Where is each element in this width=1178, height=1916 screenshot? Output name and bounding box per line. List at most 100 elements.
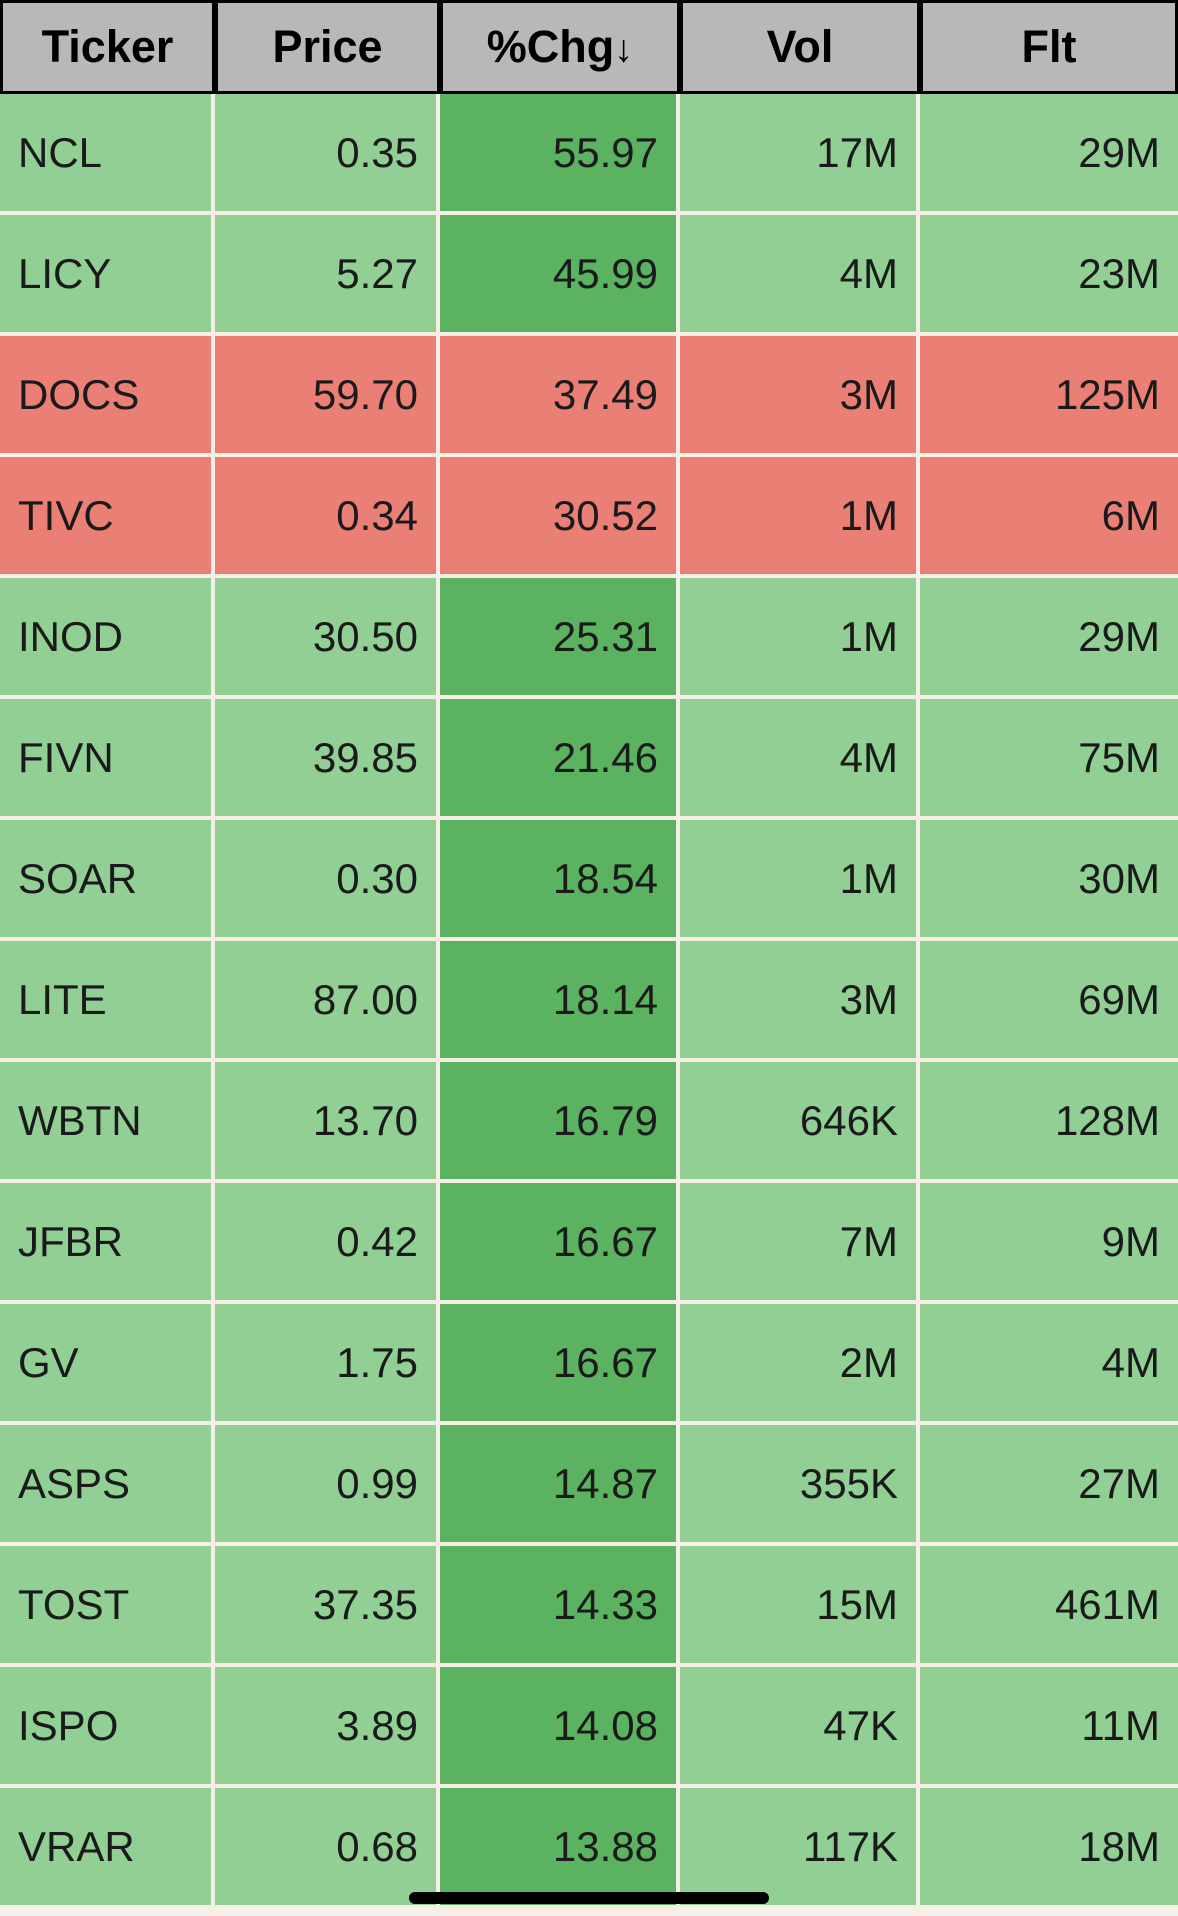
cell-price: 30.50 bbox=[215, 578, 440, 699]
cell-chg: 25.31 bbox=[440, 578, 680, 699]
cell-ticker: LITE bbox=[0, 941, 215, 1062]
home-indicator[interactable] bbox=[409, 1892, 769, 1904]
stock-table: Ticker Price %Chg↓ Vol Flt NCL0.3555.971… bbox=[0, 0, 1178, 1909]
cell-flt: 30M bbox=[920, 820, 1178, 941]
table-row[interactable]: ISPO3.8914.0847K11M bbox=[0, 1667, 1178, 1788]
cell-flt: 29M bbox=[920, 578, 1178, 699]
cell-ticker: SOAR bbox=[0, 820, 215, 941]
col-header-ticker[interactable]: Ticker bbox=[0, 0, 215, 94]
table-row[interactable]: JFBR0.4216.677M9M bbox=[0, 1183, 1178, 1304]
table-row[interactable]: INOD30.5025.311M29M bbox=[0, 578, 1178, 699]
cell-chg: 16.79 bbox=[440, 1062, 680, 1183]
cell-vol: 1M bbox=[680, 820, 920, 941]
table-row[interactable]: FIVN39.8521.464M75M bbox=[0, 699, 1178, 820]
cell-price: 13.70 bbox=[215, 1062, 440, 1183]
cell-chg: 21.46 bbox=[440, 699, 680, 820]
table-row[interactable]: LICY5.2745.994M23M bbox=[0, 215, 1178, 336]
cell-price: 3.89 bbox=[215, 1667, 440, 1788]
table-row[interactable]: GV1.7516.672M4M bbox=[0, 1304, 1178, 1425]
cell-chg: 14.87 bbox=[440, 1425, 680, 1546]
cell-flt: 9M bbox=[920, 1183, 1178, 1304]
cell-flt: 125M bbox=[920, 336, 1178, 457]
cell-price: 0.30 bbox=[215, 820, 440, 941]
cell-price: 39.85 bbox=[215, 699, 440, 820]
cell-flt: 69M bbox=[920, 941, 1178, 1062]
cell-ticker: DOCS bbox=[0, 336, 215, 457]
cell-vol: 117K bbox=[680, 1788, 920, 1909]
cell-vol: 4M bbox=[680, 215, 920, 336]
cell-price: 59.70 bbox=[215, 336, 440, 457]
cell-chg: 55.97 bbox=[440, 94, 680, 215]
cell-chg: 14.08 bbox=[440, 1667, 680, 1788]
cell-price: 0.35 bbox=[215, 94, 440, 215]
cell-vol: 3M bbox=[680, 336, 920, 457]
cell-chg: 14.33 bbox=[440, 1546, 680, 1667]
cell-chg: 13.88 bbox=[440, 1788, 680, 1909]
cell-vol: 7M bbox=[680, 1183, 920, 1304]
table-row[interactable]: DOCS59.7037.493M125M bbox=[0, 336, 1178, 457]
table-body: NCL0.3555.9717M29MLICY5.2745.994M23MDOCS… bbox=[0, 94, 1178, 1909]
col-header-label: %Chg bbox=[487, 21, 615, 72]
cell-flt: 128M bbox=[920, 1062, 1178, 1183]
cell-price: 5.27 bbox=[215, 215, 440, 336]
cell-price: 37.35 bbox=[215, 1546, 440, 1667]
cell-vol: 3M bbox=[680, 941, 920, 1062]
table-row[interactable]: LITE87.0018.143M69M bbox=[0, 941, 1178, 1062]
cell-chg: 18.54 bbox=[440, 820, 680, 941]
cell-ticker: TIVC bbox=[0, 457, 215, 578]
cell-ticker: ISPO bbox=[0, 1667, 215, 1788]
cell-chg: 16.67 bbox=[440, 1183, 680, 1304]
cell-vol: 355K bbox=[680, 1425, 920, 1546]
col-header-price[interactable]: Price bbox=[215, 0, 440, 94]
col-header-chg[interactable]: %Chg↓ bbox=[440, 0, 680, 94]
cell-flt: 18M bbox=[920, 1788, 1178, 1909]
cell-price: 87.00 bbox=[215, 941, 440, 1062]
cell-chg: 45.99 bbox=[440, 215, 680, 336]
col-header-flt[interactable]: Flt bbox=[920, 0, 1178, 94]
cell-flt: 75M bbox=[920, 699, 1178, 820]
screen: Ticker Price %Chg↓ Vol Flt NCL0.3555.971… bbox=[0, 0, 1178, 1916]
cell-ticker: VRAR bbox=[0, 1788, 215, 1909]
table-row[interactable]: TOST37.3514.3315M461M bbox=[0, 1546, 1178, 1667]
cell-vol: 17M bbox=[680, 94, 920, 215]
cell-flt: 27M bbox=[920, 1425, 1178, 1546]
cell-vol: 1M bbox=[680, 457, 920, 578]
cell-price: 1.75 bbox=[215, 1304, 440, 1425]
cell-ticker: LICY bbox=[0, 215, 215, 336]
cell-price: 0.34 bbox=[215, 457, 440, 578]
cell-chg: 16.67 bbox=[440, 1304, 680, 1425]
col-header-vol[interactable]: Vol bbox=[680, 0, 920, 94]
cell-vol: 4M bbox=[680, 699, 920, 820]
sort-descending-icon: ↓ bbox=[614, 29, 633, 71]
cell-vol: 2M bbox=[680, 1304, 920, 1425]
cell-price: 0.42 bbox=[215, 1183, 440, 1304]
cell-ticker: GV bbox=[0, 1304, 215, 1425]
cell-flt: 11M bbox=[920, 1667, 1178, 1788]
table-row[interactable]: TIVC0.3430.521M6M bbox=[0, 457, 1178, 578]
cell-chg: 30.52 bbox=[440, 457, 680, 578]
cell-vol: 47K bbox=[680, 1667, 920, 1788]
cell-vol: 646K bbox=[680, 1062, 920, 1183]
cell-ticker: INOD bbox=[0, 578, 215, 699]
col-header-label: Price bbox=[272, 21, 382, 72]
col-header-label: Ticker bbox=[42, 21, 174, 72]
cell-vol: 1M bbox=[680, 578, 920, 699]
cell-ticker: TOST bbox=[0, 1546, 215, 1667]
cell-ticker: ASPS bbox=[0, 1425, 215, 1546]
cell-chg: 18.14 bbox=[440, 941, 680, 1062]
table-row[interactable]: ASPS0.9914.87355K27M bbox=[0, 1425, 1178, 1546]
cell-ticker: NCL bbox=[0, 94, 215, 215]
cell-flt: 461M bbox=[920, 1546, 1178, 1667]
cell-flt: 23M bbox=[920, 215, 1178, 336]
cell-vol: 15M bbox=[680, 1546, 920, 1667]
table-row[interactable]: WBTN13.7016.79646K128M bbox=[0, 1062, 1178, 1183]
table-row[interactable]: SOAR0.3018.541M30M bbox=[0, 820, 1178, 941]
col-header-label: Vol bbox=[767, 21, 834, 72]
cell-ticker: JFBR bbox=[0, 1183, 215, 1304]
col-header-label: Flt bbox=[1022, 21, 1077, 72]
table-row[interactable]: NCL0.3555.9717M29M bbox=[0, 94, 1178, 215]
cell-flt: 4M bbox=[920, 1304, 1178, 1425]
cell-ticker: FIVN bbox=[0, 699, 215, 820]
table-row[interactable]: VRAR0.6813.88117K18M bbox=[0, 1788, 1178, 1909]
cell-price: 0.68 bbox=[215, 1788, 440, 1909]
